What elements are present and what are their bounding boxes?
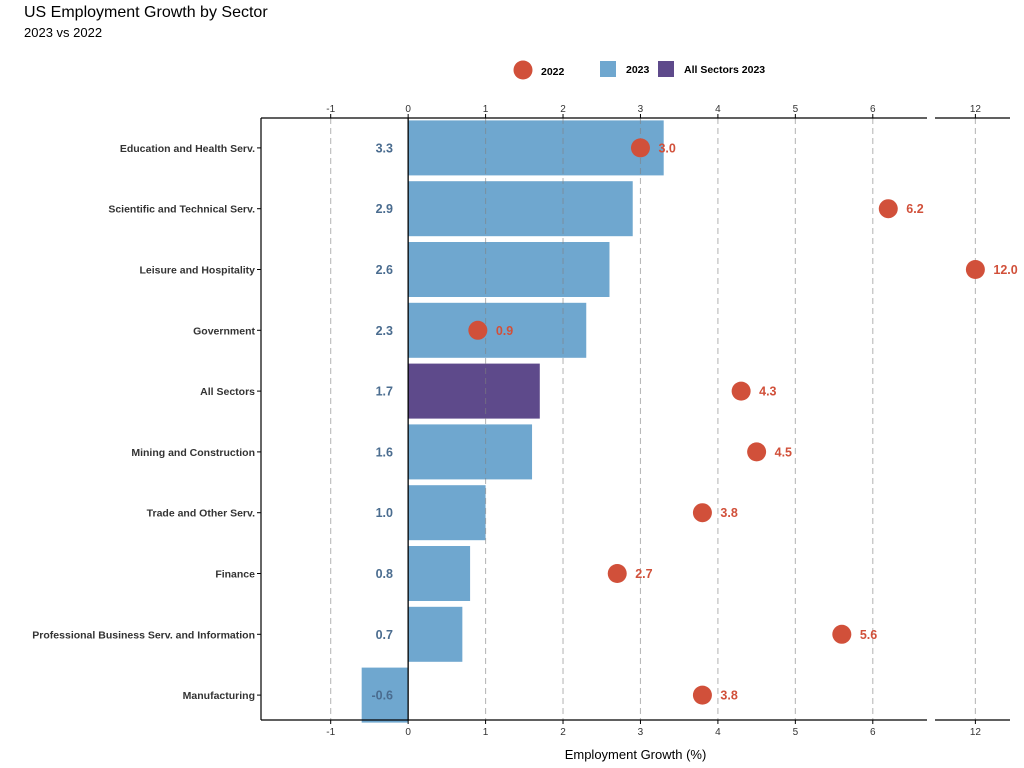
- category-label: Scientific and Technical Serv.: [108, 204, 255, 216]
- tick-label: 2: [560, 104, 566, 115]
- bar-2023: [408, 363, 540, 419]
- category-label: Mining and Construction: [131, 447, 255, 459]
- tick-label: 5: [793, 727, 799, 738]
- category-label: Leisure and Hospitality: [139, 265, 255, 277]
- legend-2022-label: 2022: [541, 66, 565, 78]
- point-2022: [468, 320, 488, 340]
- bar-value-label: 1.0: [376, 506, 393, 520]
- point-2022: [747, 442, 767, 462]
- point-value-label: 2.7: [635, 567, 652, 581]
- bar-2023: [408, 181, 633, 237]
- category-label: Trade and Other Serv.: [147, 508, 255, 520]
- legend-2023-swatch: [600, 61, 616, 77]
- tick-label: 6: [870, 727, 876, 738]
- bar-value-label: 1.7: [376, 385, 393, 399]
- point-2022: [607, 564, 627, 583]
- x-axis-title: Employment Growth (%): [565, 747, 707, 762]
- category-label: Government: [193, 325, 255, 337]
- legend-2023-label: 2023: [626, 64, 650, 76]
- point-2022: [965, 260, 985, 279]
- point-2022: [692, 685, 712, 705]
- tick-label: 6: [870, 104, 876, 115]
- bar-value-label: 1.6: [376, 445, 393, 459]
- bar-value-label: 3.3: [376, 141, 393, 155]
- bar-2023: [408, 546, 471, 601]
- legend-all-sectors-swatch: [658, 61, 674, 77]
- tick-label: 3: [638, 104, 644, 115]
- bar-2023: [361, 667, 409, 723]
- point-2022: [878, 199, 898, 219]
- bar-value-label: 2.6: [376, 263, 393, 277]
- point-value-label: 4.3: [759, 385, 776, 399]
- bar-2023: [408, 302, 587, 358]
- category-label: Education and Health Serv.: [120, 143, 255, 155]
- point-value-label: 5.6: [860, 628, 877, 642]
- tick-label: 12: [970, 727, 982, 738]
- category-label: All Sectors: [200, 386, 255, 398]
- tick-label: -1: [326, 727, 335, 738]
- tick-label: 1: [483, 104, 489, 115]
- legend-all-sectors-label: All Sectors 2023: [684, 64, 765, 76]
- tick-label: 5: [793, 104, 799, 115]
- category-label: Professional Business Serv. and Informat…: [32, 629, 255, 641]
- point-value-label: 6.2: [906, 202, 923, 216]
- tick-label: 0: [405, 727, 411, 738]
- point-value-label: 0.9: [496, 324, 513, 338]
- bar-2023: [408, 424, 533, 480]
- bar-value-label: 2.3: [376, 324, 393, 338]
- category-label: Manufacturing: [183, 690, 255, 702]
- point-2022: [692, 503, 712, 523]
- bar-2023: [408, 485, 486, 541]
- chart-subtitle: 2023 vs 2022: [24, 25, 103, 40]
- bar-value-label: 0.7: [376, 628, 393, 642]
- tick-label: 4: [715, 727, 721, 738]
- tick-label: 2: [560, 727, 566, 738]
- category-label: Finance: [215, 569, 255, 581]
- bar-value-label: -0.6: [371, 689, 393, 703]
- legend-2022-swatch: [513, 60, 533, 80]
- point-value-label: 3.8: [720, 506, 737, 520]
- tick-label: 1: [483, 727, 489, 738]
- bar-2023: [408, 120, 664, 176]
- tick-label: 12: [970, 104, 982, 115]
- point-value-label: 4.5: [775, 445, 792, 459]
- chart-title: US Employment Growth by Sector: [24, 4, 268, 21]
- tick-label: 0: [405, 104, 411, 115]
- point-value-label: 3.0: [658, 141, 675, 155]
- point-value-label: 12.0: [993, 263, 1017, 277]
- bar-2023: [408, 242, 610, 297]
- bar-value-label: 0.8: [376, 567, 393, 581]
- bar-value-label: 2.9: [376, 202, 393, 216]
- point-2022: [630, 138, 650, 158]
- point-value-label: 3.8: [720, 689, 737, 703]
- bar-2023: [408, 606, 463, 662]
- tick-label: 4: [715, 104, 721, 115]
- point-2022: [731, 381, 751, 401]
- tick-label: -1: [326, 104, 335, 115]
- point-2022: [832, 624, 852, 644]
- tick-label: 3: [638, 727, 644, 738]
